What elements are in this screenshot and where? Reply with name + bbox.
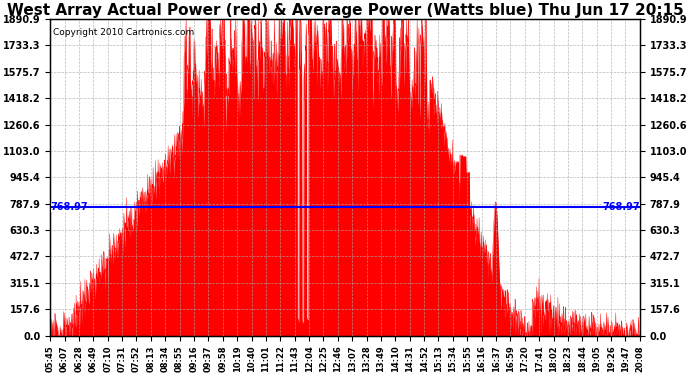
Title: West Array Actual Power (red) & Average Power (Watts blue) Thu Jun 17 20:15: West Array Actual Power (red) & Average … xyxy=(7,3,683,18)
Text: Copyright 2010 Cartronics.com: Copyright 2010 Cartronics.com xyxy=(53,28,195,38)
Text: 768.97: 768.97 xyxy=(50,202,88,212)
Text: 768.97: 768.97 xyxy=(602,202,640,212)
